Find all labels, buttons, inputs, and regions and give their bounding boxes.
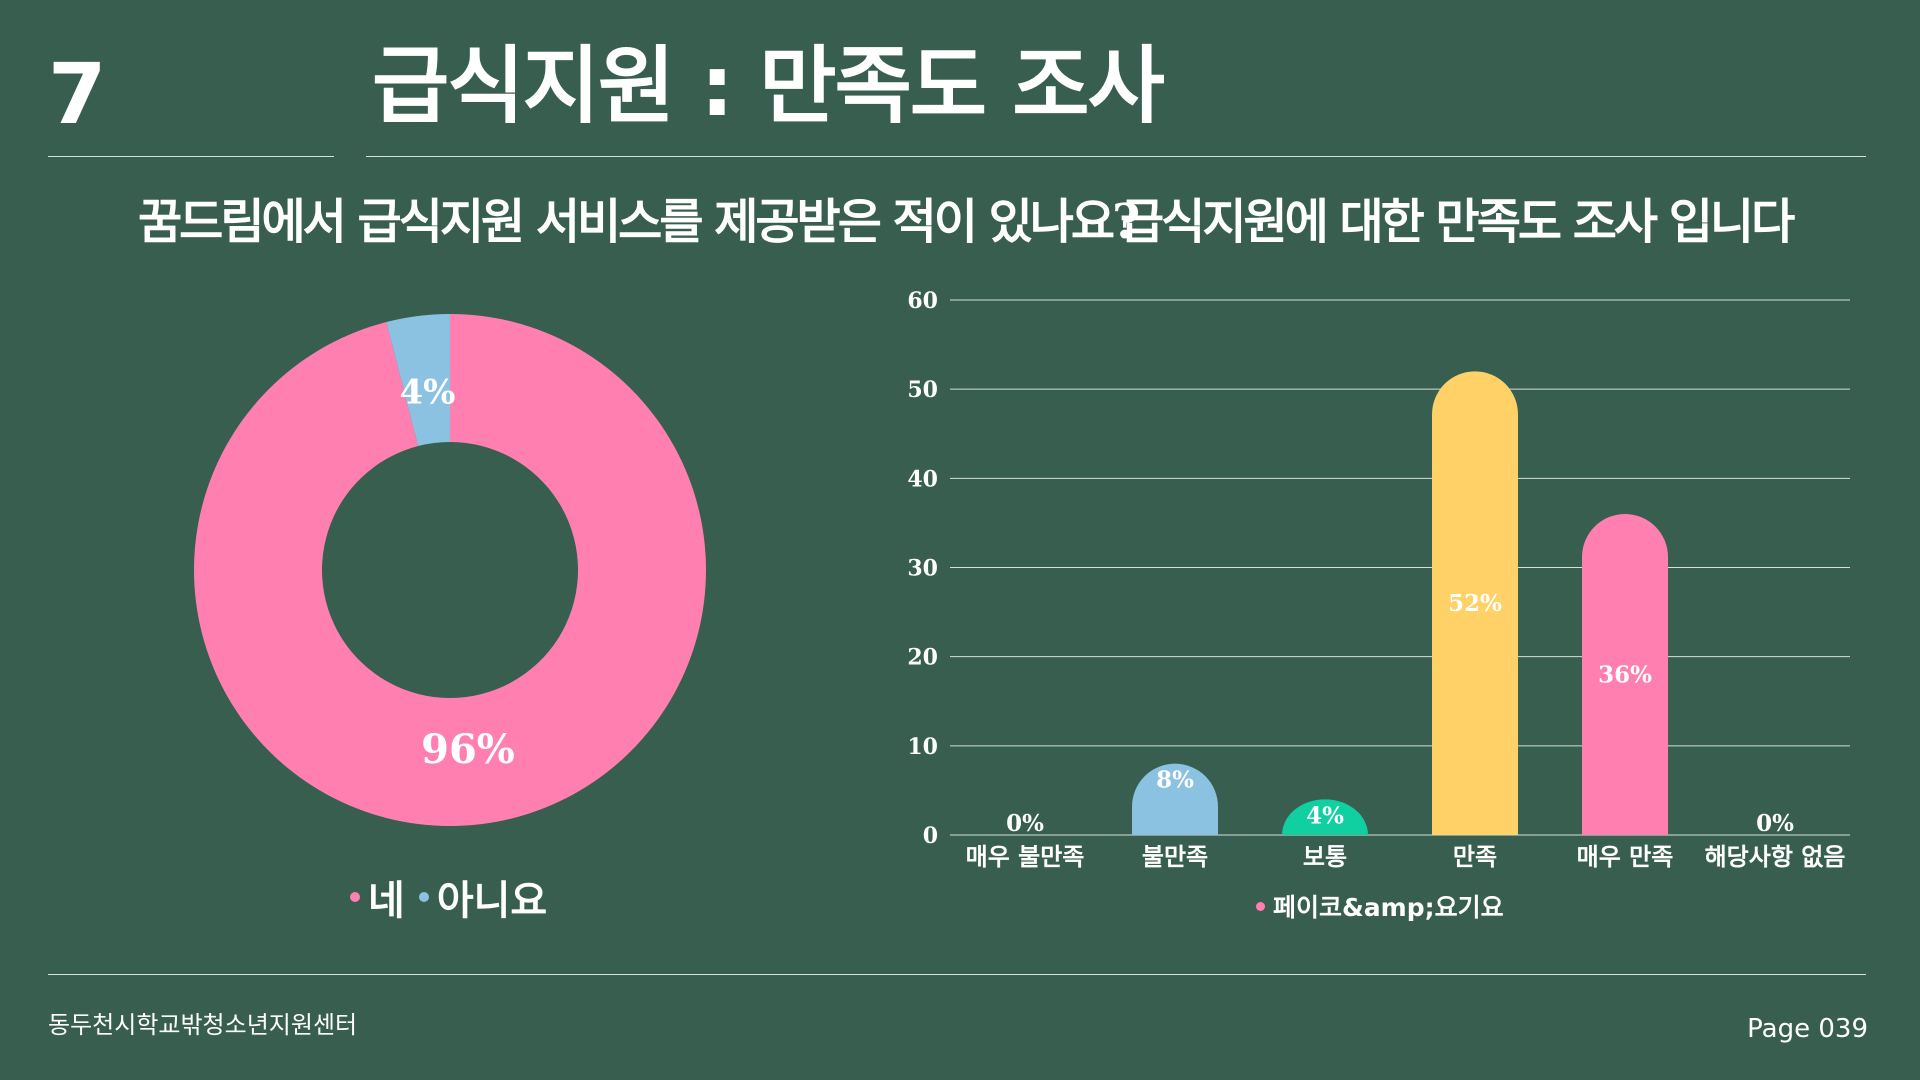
bar-legend: 페이코&amp;요기요 (1256, 888, 1504, 924)
y-tick-4: 40 (907, 466, 938, 492)
donut-label-0: 96% (421, 726, 515, 773)
y-tick-6: 60 (907, 288, 938, 314)
bar-label-0: 0% (1006, 810, 1044, 837)
bar-label-2: 4% (1306, 802, 1344, 829)
bar-label-4: 36% (1598, 662, 1652, 689)
bar-label-5: 0% (1756, 810, 1794, 837)
slide-number: 7 (48, 45, 107, 143)
bar-4 (1582, 514, 1668, 835)
bar-2 (1282, 799, 1368, 835)
legend-dot-yes (350, 892, 360, 902)
donut-chart-title: 꿈드림에서 급식지원 서비스를 제공받은 적이 있나요? (138, 194, 1140, 250)
legend-dot-series (1256, 901, 1265, 911)
x-tick-3: 만족 (1453, 842, 1497, 871)
donut-label-1: 4% (399, 372, 455, 412)
donut-legend: 네 아니요 (350, 868, 547, 926)
y-tick-3: 30 (907, 556, 938, 582)
y-tick-0: 0 (923, 823, 938, 849)
footer-organization: 동두천시학교밖청소년지원센터 (48, 1011, 358, 1039)
x-tick-4: 매우 만족 (1577, 842, 1674, 871)
x-tick-5: 해당사항 없음 (1705, 842, 1846, 871)
footer-rule (48, 974, 1866, 975)
legend-label-yes: 네 (368, 878, 405, 924)
donut-chart: 96% 4% (193, 314, 706, 827)
bar-chart-title: 급식지원에 대한 만족도 조사 입니다 (1120, 194, 1795, 250)
bar-label-3: 52% (1448, 590, 1502, 617)
legend-dot-no (418, 892, 429, 902)
legend-label-series: 페이코&amp;요기요 (1273, 893, 1504, 922)
bar-1 (1132, 763, 1218, 835)
x-tick-0: 매우 불만족 (966, 842, 1085, 871)
title-rule-left (48, 156, 334, 157)
bar-chart: 0 10 20 30 40 50 60 0% 매우 불만족 8% 불만족 4% 보통 52% 만족 36% 매우… (907, 288, 1850, 871)
y-tick-2: 20 (907, 645, 938, 671)
donut-slice-0 (193, 314, 706, 827)
bar-3 (1432, 371, 1518, 835)
footer-page-number: Page 039 (1747, 1014, 1868, 1044)
donut-slice-1 (386, 314, 450, 447)
x-tick-2: 보통 (1303, 842, 1347, 871)
title-rule-right (366, 156, 1866, 157)
slide-title: 급식지원 : 만족도 조사 (372, 37, 1165, 135)
y-tick-1: 10 (907, 734, 938, 760)
legend-label-no: 아니요 (436, 878, 548, 924)
y-tick-5: 50 (907, 377, 938, 403)
x-tick-1: 불만족 (1142, 842, 1208, 871)
bar-label-1: 8% (1156, 767, 1194, 794)
